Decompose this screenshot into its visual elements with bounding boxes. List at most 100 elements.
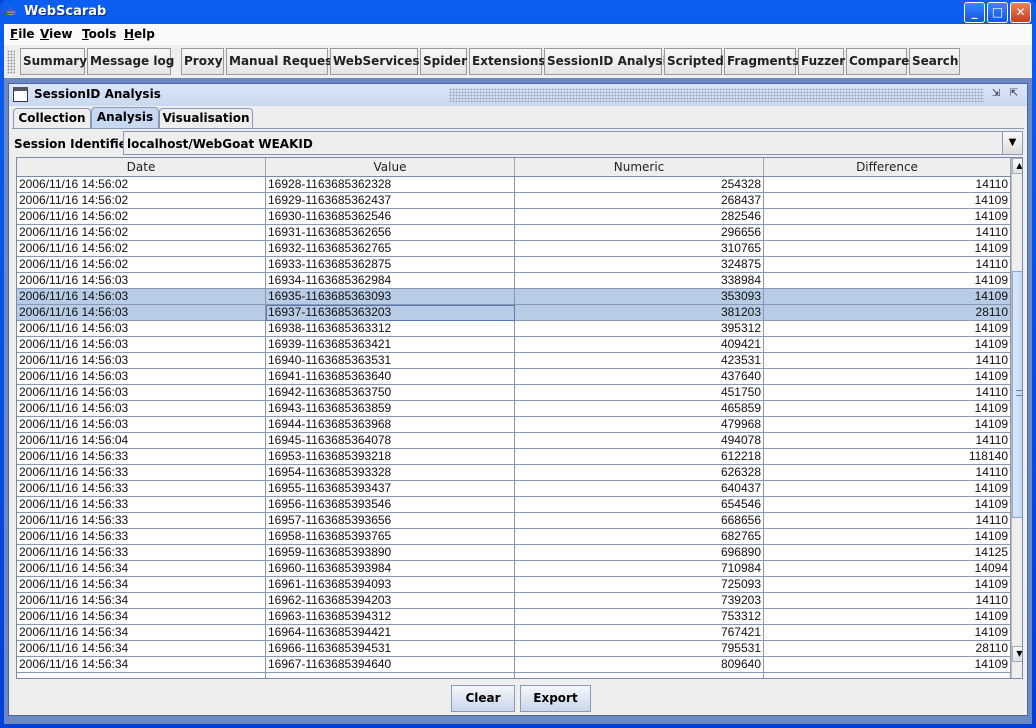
difference-cell[interactable]: 14109 [764,609,1011,625]
table-row[interactable]: 2006/11/16 14:56:02 16932-1163685362765 31… [17,241,1011,257]
toolbar-fragments-button[interactable]: Fragments [724,48,799,75]
difference-cell[interactable]: 14109 [764,497,1011,513]
table-row[interactable]: 2006/11/16 14:56:33 16955-1163685393437 64… [17,481,1011,497]
numeric-cell[interactable]: 381203 [515,305,764,321]
toolbar-scripted-button[interactable]: Scripted [664,48,724,75]
difference-cell[interactable]: 14110 [764,385,1011,401]
toolbar-spider-button[interactable]: Spider [420,48,467,75]
numeric-cell[interactable]: 479968 [515,417,764,433]
numeric-cell[interactable]: 465859 [515,401,764,417]
export-button[interactable]: Export [520,685,591,712]
value-cell[interactable]: 16939-1163685363421 [266,337,515,353]
table-row[interactable]: 2006/11/16 14:56:34 16961-1163685394093 72… [17,577,1011,593]
scroll-down-arrow-icon[interactable]: ▼ [1012,646,1022,662]
date-cell[interactable]: 2006/11/16 14:56:02 [17,193,266,209]
value-cell[interactable]: 16961-1163685394093 [266,577,515,593]
value-cell[interactable]: 16941-1163685363640 [266,369,515,385]
date-cell[interactable]: 2006/11/16 14:56:03 [17,369,266,385]
column-header-difference[interactable]: Difference [764,158,1011,176]
table-row[interactable]: 2006/11/16 14:56:33 16954-1163685393328 62… [17,465,1011,481]
numeric-cell[interactable]: 494078 [515,433,764,449]
session-identifier-select[interactable]: localhost/WebGoat WEAKID ▼ [123,131,1023,155]
table-row[interactable]: 2006/11/16 14:56:03 16942-1163685363750 45… [17,385,1011,401]
scrollbar-thumb[interactable] [1012,271,1022,518]
date-cell[interactable]: 2006/11/16 14:56:02 [17,257,266,273]
value-cell[interactable]: 16959-1163685393890 [266,545,515,561]
date-cell[interactable]: 2006/11/16 14:56:33 [17,497,266,513]
difference-cell[interactable]: 28110 [764,305,1011,321]
toolbar-webservices-button[interactable]: WebServices [330,48,420,75]
table-row-partial[interactable] [17,673,1011,678]
chevron-down-icon[interactable]: ▼ [1002,132,1022,154]
numeric-cell[interactable]: 795531 [515,641,764,657]
difference-cell[interactable]: 14109 [764,241,1011,257]
value-cell[interactable]: 16966-1163685394531 [266,641,515,657]
date-cell[interactable]: 2006/11/16 14:56:03 [17,417,266,433]
date-cell[interactable]: 2006/11/16 14:56:03 [17,289,266,305]
tab-visualisation[interactable]: Visualisation [159,108,253,128]
difference-cell[interactable]: 14109 [764,401,1011,417]
value-cell[interactable]: 16945-1163685364078 [266,433,515,449]
scroll-up-arrow-icon[interactable]: ▲ [1012,158,1022,174]
numeric-cell[interactable]: 668656 [515,513,764,529]
value-cell[interactable]: 16930-1163685362546 [266,209,515,225]
numeric-cell[interactable]: 324875 [515,257,764,273]
vertical-scrollbar[interactable]: ▲ ▼ [1011,158,1022,678]
table-row[interactable]: 2006/11/16 14:56:03 16937-1163685363203 38… [17,305,1011,321]
toolbar-sessionid-analysis-button[interactable]: SessionID Analysis [544,48,674,75]
difference-cell[interactable]: 14109 [764,193,1011,209]
difference-cell[interactable]: 14110 [764,353,1011,369]
difference-cell[interactable]: 14110 [764,513,1011,529]
date-cell[interactable]: 2006/11/16 14:56:03 [17,337,266,353]
toolbar-summary-button[interactable]: Summary [20,48,87,75]
date-cell[interactable]: 2006/11/16 14:56:02 [17,225,266,241]
value-cell[interactable]: 16962-1163685394203 [266,593,515,609]
value-cell[interactable]: 16960-1163685393984 [266,561,515,577]
value-cell[interactable]: 16937-1163685363203 [266,305,515,321]
toolbar-grip[interactable] [7,50,15,74]
table-row[interactable]: 2006/11/16 14:56:02 16928-1163685362328 25… [17,177,1011,193]
toolbar-extensions-button[interactable]: Extensions [469,48,546,75]
date-cell[interactable] [17,673,266,678]
menu-help[interactable]: Help [124,27,155,41]
date-cell[interactable]: 2006/11/16 14:56:02 [17,177,266,193]
value-cell[interactable]: 16958-1163685393765 [266,529,515,545]
numeric-cell[interactable]: 767421 [515,625,764,641]
value-cell[interactable]: 16940-1163685363531 [266,353,515,369]
menu-file[interactable]: File [10,27,35,41]
numeric-cell[interactable]: 254328 [515,177,764,193]
difference-cell[interactable]: 14109 [764,321,1011,337]
table-row[interactable]: 2006/11/16 14:56:33 16953-1163685393218 61… [17,449,1011,465]
value-cell[interactable]: 16956-1163685393546 [266,497,515,513]
numeric-cell[interactable]: 338984 [515,273,764,289]
tab-analysis[interactable]: Analysis [91,107,159,128]
numeric-cell[interactable]: 739203 [515,593,764,609]
toolbar-manual-request-button[interactable]: Manual Request [226,48,338,75]
date-cell[interactable]: 2006/11/16 14:56:03 [17,321,266,337]
value-cell[interactable]: 16933-1163685362875 [266,257,515,273]
title-bar[interactable]: ☕ WebScarab _ □ ✕ [0,0,1036,24]
table-row[interactable]: 2006/11/16 14:56:03 16934-1163685362984 33… [17,273,1011,289]
numeric-cell[interactable]: 437640 [515,369,764,385]
table-row[interactable]: 2006/11/16 14:56:33 16956-1163685393546 65… [17,497,1011,513]
value-cell[interactable]: 16964-1163685394421 [266,625,515,641]
toolbar-compare-button[interactable]: Compare [846,48,909,75]
close-button[interactable]: ✕ [1010,2,1031,23]
value-cell[interactable]: 16963-1163685394312 [266,609,515,625]
numeric-cell[interactable]: 753312 [515,609,764,625]
numeric-cell[interactable]: 626328 [515,465,764,481]
maximize-icon[interactable]: ⇱ [1009,88,1019,99]
tab-collection[interactable]: Collection [13,108,91,128]
column-header-date[interactable]: Date [17,158,266,176]
numeric-cell[interactable]: 612218 [515,449,764,465]
numeric-cell[interactable]: 423531 [515,353,764,369]
numeric-cell[interactable]: 640437 [515,481,764,497]
numeric-cell[interactable]: 268437 [515,193,764,209]
value-cell[interactable]: 16942-1163685363750 [266,385,515,401]
difference-cell[interactable]: 14110 [764,177,1011,193]
numeric-cell[interactable]: 654546 [515,497,764,513]
numeric-cell[interactable]: 296656 [515,225,764,241]
date-cell[interactable]: 2006/11/16 14:56:34 [17,577,266,593]
date-cell[interactable]: 2006/11/16 14:56:03 [17,385,266,401]
difference-cell[interactable]: 14109 [764,577,1011,593]
